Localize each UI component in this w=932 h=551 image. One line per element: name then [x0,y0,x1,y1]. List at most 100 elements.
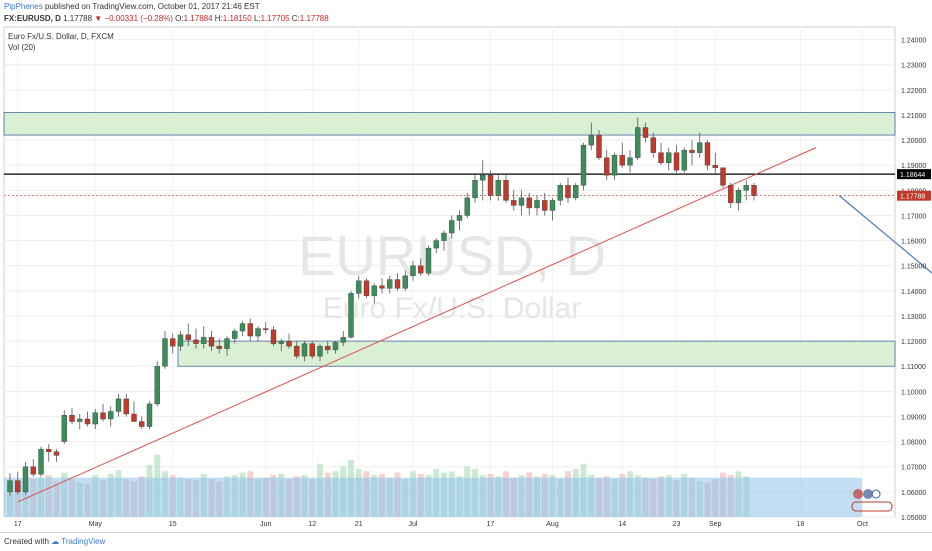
candle-body [123,398,129,415]
candle-body [720,167,726,186]
time-tick-label: Jul [409,521,418,528]
candle-body [472,180,478,199]
price-tick-label: 1.22000 [901,88,926,95]
price-tick-label: 1.17000 [901,213,926,220]
author-link[interactable]: PipPhenes [4,2,43,11]
price-tick-label: 1.05000 [901,515,926,522]
tradingview-link[interactable]: TradingView [61,537,106,546]
series-legend[interactable]: Euro Fx/U.S. Dollar, D, FXCM [8,32,114,41]
candle-body [549,200,556,211]
ohlc-high-label: H: [214,14,223,23]
candle-body [580,144,587,186]
volume-legend[interactable]: Vol (20) [8,43,36,52]
candle-body [410,265,416,276]
candle-body [348,293,354,338]
price-tag-bg [897,169,931,180]
candlestick-series [7,117,757,496]
price-tick-label: 1.06000 [901,490,926,497]
pattern-markers [851,489,893,512]
time-tick-label: 21 [355,521,363,528]
down-arrow-icon: ▼ [94,14,103,23]
candle-body [565,185,571,199]
candle-body [139,421,145,427]
candle-body [751,185,757,196]
candle-body [673,152,680,171]
candle-body [92,412,98,425]
candle-body [108,411,114,420]
symbol-info: FX:EURUSD, D 1.17788 ▼ −0.00331 (−0.28%)… [4,14,329,23]
volume-ma-area [4,477,862,517]
marker-dot-3 [871,489,881,499]
candle-body [635,127,641,158]
price-tick-label: 1.14000 [901,289,926,296]
candle-body [379,285,385,289]
chart-header: PipPhenes published on TradingView.com, … [0,0,932,26]
candle-body [681,149,687,171]
candle-body [146,403,153,427]
price-tick-label: 1.08000 [901,440,926,447]
price-axis[interactable]: 1.24000 1.23000 1.22000 1.21000 1.20000 1.190… [901,38,926,522]
support-zone [177,340,896,367]
ohlc-high: 1.18150 [222,14,252,23]
candle-body [371,285,377,297]
time-tick-label: Oct [857,521,868,528]
price-tick-label: 1.12000 [901,339,926,346]
support-resistance-zones [3,112,896,367]
candle-body [77,418,83,422]
ohlc-low-label: L: [253,14,261,23]
candle-body [294,345,300,357]
candle-body [689,149,695,153]
watermark-name: Euro Fx/U.S. Dollar [323,292,581,325]
candle-body [503,180,509,201]
published-text: published on TradingView.com, October 01… [44,2,260,11]
price-tick-label: 1.10000 [901,389,926,396]
candle-body [542,200,548,211]
candle-body [557,185,563,201]
candle-body [511,200,517,206]
candle-body [418,265,424,274]
candle-body [232,330,238,339]
candle-body [100,412,106,420]
candle-body [53,451,60,456]
time-axis[interactable]: 17 May 15 Jun 12 21 Jul 17 Aug 14 23 Sep 18 Oct [14,521,868,528]
candle-body [193,339,199,344]
price-tags: 1.18644 1.17788 [897,169,931,201]
candle-body [456,215,463,221]
candle-body [596,134,602,158]
candle-body [425,247,432,274]
candle-body [356,280,362,294]
candle-body [642,127,649,138]
candle-body [394,279,401,289]
price-tick-label: 1.13000 [901,314,926,321]
candle-body [658,152,664,163]
candle-body [216,345,222,349]
created-with-text: Created with [4,537,49,546]
candle-body [154,366,160,405]
price-tick-label: 1.16000 [901,239,926,246]
candle-body [402,275,408,289]
footer: Created with ☁ TradingView [0,532,932,551]
ohlc-open-label: O: [175,14,184,23]
ohlc-close: 1.17788 [299,14,329,23]
candle-body [239,323,246,332]
candle-body [627,157,633,166]
price-tick-label: 1.07000 [901,465,926,472]
ohlc-low: 1.17705 [260,14,290,23]
drawn-lines [4,147,932,503]
price-tick-label: 1.11000 [901,364,926,371]
cloud-icon: ☁ [51,537,60,546]
candle-body [332,342,339,351]
candle-body [30,466,36,475]
price-tick-label: 1.24000 [901,38,926,45]
price-chart[interactable]: EURUSD, D Euro Fx/U.S. Dollar 1.240001.2… [0,0,932,532]
candle-body [433,240,439,249]
ohlc-close-label: C: [291,14,300,23]
candle-body [480,175,486,181]
candle-body [301,343,308,357]
candle-body [38,448,44,475]
marker-ellipse [851,501,893,512]
price-tag-label: 1.17788 [900,194,925,201]
candle-body [7,480,13,493]
candle-body [115,398,122,412]
time-tick-label: 17 [14,521,22,528]
